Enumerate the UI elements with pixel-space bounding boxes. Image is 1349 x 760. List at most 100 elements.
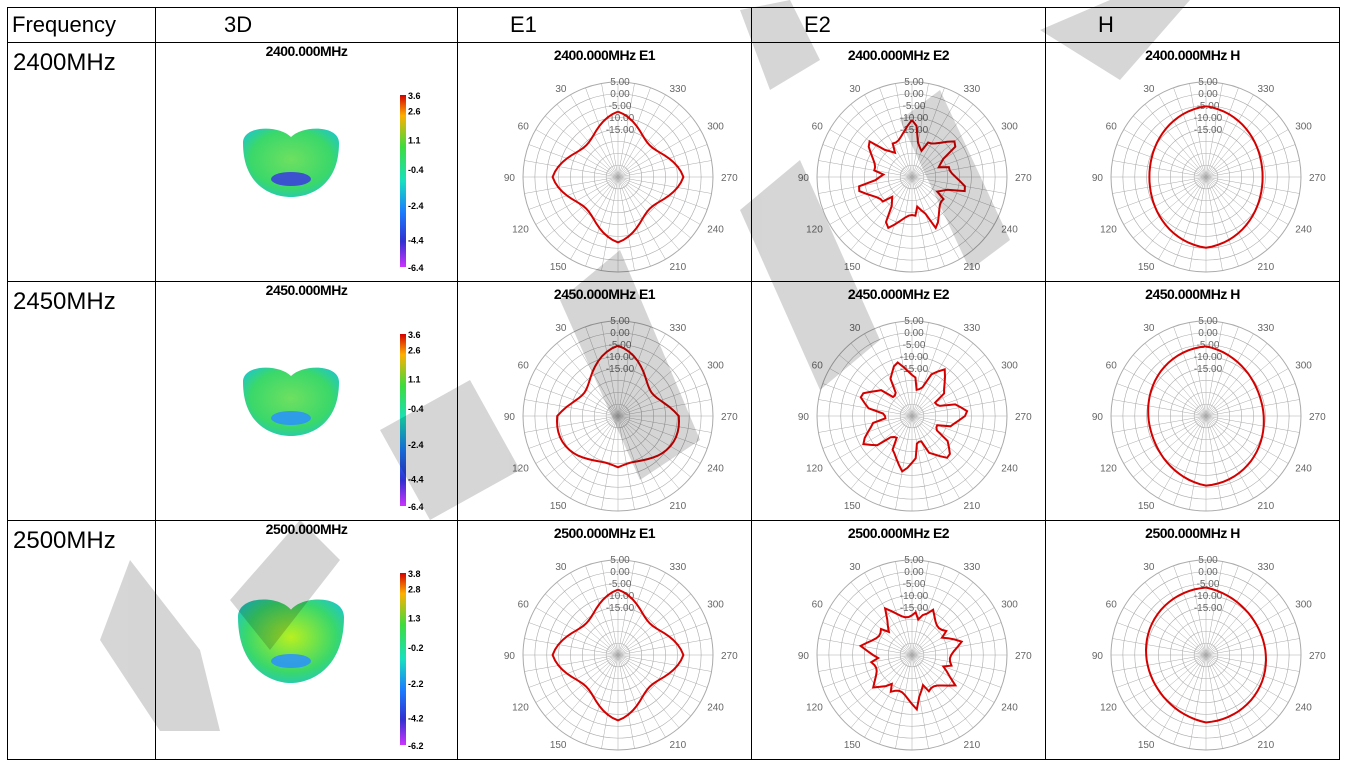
polar-spoke (1205, 160, 1300, 178)
polar-spoke (1205, 144, 1296, 178)
polar-spoke (850, 176, 913, 250)
angle-label: 330 (1258, 84, 1275, 95)
polar-spoke (839, 354, 913, 417)
angle-label: 300 (1001, 361, 1018, 372)
polar-spoke (617, 561, 635, 656)
polar-spoke (570, 415, 619, 499)
angle-label: 120 (1100, 703, 1117, 714)
polar-spoke (850, 343, 913, 417)
polar-spoke (1144, 176, 1207, 250)
polar-spoke (617, 176, 708, 210)
colorbar-tick-label: 1.1 (408, 375, 421, 385)
polar-chart: 3033060300902701202401502101805.000.00-5… (798, 555, 1032, 751)
polar-spoke (1205, 399, 1300, 417)
e2-title: 2500.000MHz E2 (847, 525, 950, 541)
polar-spoke (1133, 115, 1207, 178)
angle-label: 90 (798, 412, 810, 423)
e2-polar-cell: 3033060300902701202401502101805.000.00-5… (751, 520, 1046, 760)
polar-spoke (911, 176, 1002, 210)
polar-spoke (879, 415, 913, 506)
polar-spoke (545, 654, 619, 717)
polar-spoke (864, 654, 913, 738)
polar-spoke (1189, 415, 1207, 510)
angle-label: 120 (1100, 464, 1117, 475)
angle-label: 150 (1138, 262, 1155, 273)
polar-spoke (617, 176, 712, 194)
threeD-cell: 3.6 2.6 1.1 -0.4 -2.4 -4.4 -6.4 2450.000MHz (155, 281, 458, 521)
colorbar-tick-label: -6.4 (408, 502, 424, 512)
polar-spoke (528, 176, 619, 210)
polar-spoke (545, 593, 619, 656)
angle-label: 60 (812, 600, 824, 611)
angle-label: 210 (964, 740, 981, 751)
angle-label: 30 (555, 323, 567, 334)
angle-label: 30 (555, 84, 567, 95)
colorbar-tick-label: 3.6 (408, 91, 421, 101)
radial-label: -15.00 (900, 364, 929, 375)
polar-spoke (911, 415, 995, 464)
frequency-cell: 2450MHz (7, 281, 156, 521)
polar-spoke (829, 607, 913, 656)
radial-label: -15.00 (1194, 125, 1223, 136)
radiation-blob (243, 128, 339, 197)
polar-spoke (1205, 176, 1289, 225)
header-e2: E2 (751, 7, 1046, 43)
radial-label: -15.00 (900, 603, 929, 614)
angle-label: 300 (707, 122, 724, 133)
polar-spoke (617, 383, 708, 417)
colorbar-tick-label: -0.2 (408, 643, 424, 653)
polar-spoke (864, 415, 913, 499)
polar-spoke (1205, 176, 1300, 194)
angle-label: 330 (670, 323, 687, 334)
angle-label: 330 (670, 84, 687, 95)
angle-label: 60 (812, 361, 824, 372)
polar-spoke (545, 115, 619, 178)
angle-label: 330 (964, 562, 981, 573)
polar-spoke (528, 622, 619, 656)
polar-spoke (528, 654, 619, 688)
polar-spoke (617, 415, 635, 510)
e1-title: 2400.000MHz E1 (553, 47, 656, 63)
angle-label: 60 (1106, 600, 1118, 611)
polar-spoke (601, 415, 619, 510)
polar-spoke (1189, 83, 1207, 178)
polar-spoke (1112, 176, 1207, 194)
polar-spoke (911, 607, 995, 656)
polar-spoke (1205, 94, 1254, 178)
threeD-title: 2400.000MHz (265, 43, 348, 60)
angle-label: 30 (1143, 84, 1155, 95)
angle-label: 300 (1001, 122, 1018, 133)
polar-spoke (1205, 354, 1279, 417)
colorbar-tick-label: -2.4 (408, 440, 424, 450)
pattern-trace (555, 344, 681, 469)
polar-spoke (911, 399, 1006, 417)
radial-label: -5.00 (609, 340, 632, 351)
polar-spoke (864, 94, 913, 178)
polar-spoke (911, 176, 960, 260)
polar-spoke (1173, 654, 1207, 745)
radial-label: -10.00 (1194, 591, 1223, 602)
angle-label: 270 (721, 173, 738, 184)
polar-spoke (829, 176, 913, 225)
polar-spoke (1144, 415, 1207, 489)
angle-label: 240 (707, 464, 724, 475)
polar-spoke (1173, 415, 1207, 506)
header-h: H (1045, 7, 1340, 43)
polar-spoke (585, 87, 619, 178)
polar-spoke (1189, 176, 1207, 271)
polar-chart: 3033060300902701202401502101805.000.00-5… (504, 77, 738, 273)
polar-spoke (1133, 176, 1207, 239)
polar-spoke (1205, 176, 1279, 239)
radial-label: -10.00 (900, 352, 929, 363)
header-row: Frequency 3D E1 E2 H (7, 7, 1340, 43)
polar-spoke (1158, 176, 1207, 260)
polar-spoke (556, 654, 619, 728)
polar-spoke (1189, 322, 1207, 417)
radial-label: 0.00 (1198, 567, 1218, 578)
polar-spoke (535, 368, 619, 417)
angle-label: 210 (964, 501, 981, 512)
polar-spoke (617, 176, 651, 267)
polar-spoke (818, 399, 913, 417)
angle-label: 90 (1092, 173, 1104, 184)
angle-label: 150 (844, 262, 861, 273)
